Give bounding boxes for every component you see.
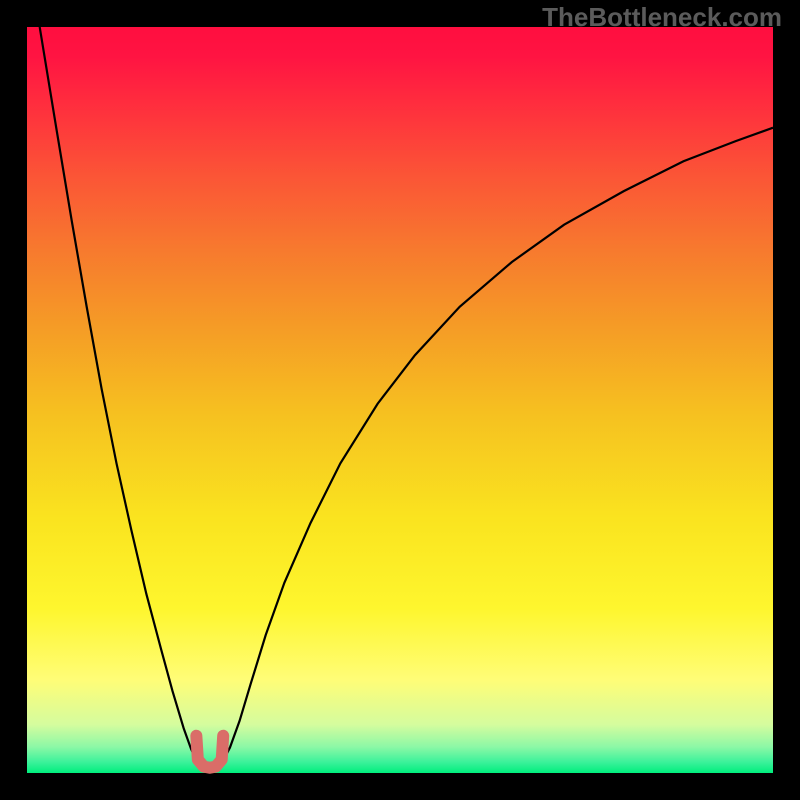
u-marker [196,736,223,768]
curve-right-branch [222,128,773,762]
chart-frame: TheBottleneck.com [0,0,800,800]
watermark-text: TheBottleneck.com [542,2,782,33]
plot-area [27,27,773,773]
curves-layer [27,27,773,773]
curve-left-branch [40,27,197,762]
